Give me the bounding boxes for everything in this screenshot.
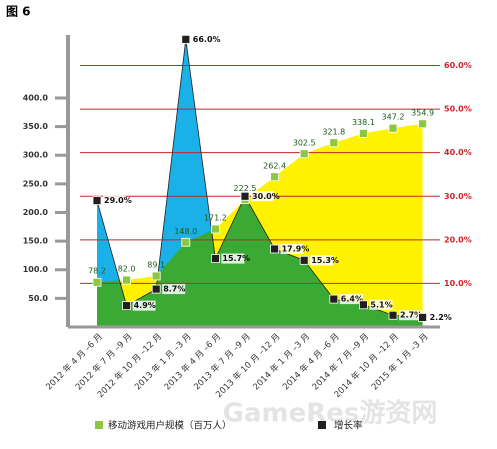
growth-label-bg (399, 310, 422, 321)
user-value-label: 354.9 (411, 108, 434, 117)
growth-label-bg (103, 195, 126, 206)
growth-marker (270, 244, 280, 254)
user-marker (299, 149, 309, 159)
growth-value-label: 29.0% (104, 196, 132, 205)
x-tick-label: 2013 年 4 月 –6 月 (162, 331, 223, 392)
y2-tick-label: 50.0% (444, 105, 472, 114)
x-tick-label: 2015 年 1 月 –3 月 (369, 331, 430, 392)
user-value-label: 82.0 (118, 265, 136, 274)
user-marker (151, 271, 161, 281)
growth-label-bg (428, 312, 452, 323)
overlap-area (97, 123, 423, 327)
user-marker (181, 237, 191, 247)
growth-line (96, 39, 423, 318)
growth-marker (210, 254, 220, 263)
user-value-label: 171.2 (204, 213, 227, 222)
user-value-label: 222.5 (234, 184, 257, 193)
x-tick-label: 2013 年 7 月 –9 月 (192, 331, 253, 392)
user-value-label: 338.1 (352, 118, 375, 127)
legend-label: 移动游戏用户规模（百万人） (108, 420, 232, 432)
user-marker (122, 275, 131, 285)
growth-marker (388, 310, 398, 320)
growth-value-label: 30.0% (252, 192, 280, 201)
legend-swatch (318, 421, 326, 429)
y2-tick-label: 20.0% (444, 235, 472, 244)
x-tick-label: 2013 年 1 月 –3 月 (132, 331, 193, 392)
growth-value-label: 66.0% (193, 35, 221, 44)
growth-label-bg (191, 34, 215, 45)
user-marker (210, 224, 220, 234)
user-marker (358, 129, 368, 138)
user-value-label: 148.0 (174, 227, 197, 236)
growth-label-bg (339, 294, 363, 305)
growth-label-bg (280, 243, 304, 254)
user-marker (92, 277, 102, 287)
chart-title: 图 6 (6, 5, 31, 19)
growth-value-label: 4.9% (134, 301, 156, 310)
user-value-label: 347.2 (382, 113, 405, 122)
x-tick-label: 2012 年 4 月 –6 月 (44, 331, 105, 392)
y-tick-label: 350.0 (23, 122, 49, 131)
y-tick-label: 50.0 (28, 294, 48, 303)
growth-marker (181, 34, 191, 44)
y2-tick-label: 30.0% (444, 192, 472, 201)
y2-tick-label: 60.0% (444, 61, 472, 70)
x-tick-label: 2012 年 7 月 –9 月 (73, 331, 134, 392)
watermark: GameRes游资网 (223, 399, 438, 429)
growth-label-bg (132, 300, 156, 311)
user-value-label: 302.5 (293, 138, 316, 147)
y-tick-label: 300.0 (23, 151, 49, 160)
growth-marker (299, 255, 309, 265)
growth-marker (122, 301, 131, 311)
x-tick-label: 2014 年 1 月 –3 月 (251, 331, 312, 392)
y-tick-label: 150.0 (23, 237, 49, 246)
user-value-label: 78.2 (88, 267, 106, 276)
x-tick-label: 2014 年 4 月 –6 月 (280, 331, 341, 392)
y2-tick-label: 10.0% (444, 279, 472, 288)
growth-marker (418, 313, 428, 322)
growth-label-bg (310, 255, 334, 266)
growth-marker (358, 300, 368, 310)
user-marker (418, 119, 428, 129)
growth-marker (92, 196, 102, 206)
legend-label: 增长率 (334, 420, 363, 432)
y-tick-label: 400.0 (23, 93, 49, 102)
user-value-label: 321.8 (322, 127, 345, 136)
y-tick-label: 250.0 (23, 179, 49, 188)
user-marker (329, 138, 339, 148)
growth-value-label: 15.3% (311, 256, 339, 265)
y2-tick-label: 40.0% (444, 148, 472, 157)
growth-marker (240, 191, 250, 201)
growth-marker (151, 284, 161, 294)
growth-value-label: 8.7% (163, 285, 185, 294)
growth-value-label: 2.7% (400, 311, 422, 320)
user-marker (270, 172, 280, 182)
y-tick-label: 100.0 (23, 265, 49, 274)
growth-value-label: 6.4% (341, 295, 363, 304)
x-tick-label: 2014 年 7 月 –9 月 (310, 331, 371, 392)
growth-label-bg (221, 253, 245, 264)
y-tick-label: 200.0 (23, 208, 49, 217)
growth-label-bg (251, 191, 274, 202)
user-marker (388, 123, 398, 133)
growth-label-bg (162, 284, 186, 295)
growth-marker (329, 294, 339, 304)
growth-value-label: 5.1% (370, 300, 392, 309)
user-value-label: 89.1 (147, 260, 165, 269)
legend-swatch (95, 421, 103, 429)
growth-label-bg (369, 299, 393, 310)
user-value-label: 262.4 (263, 161, 286, 170)
growth-value-label: 15.7% (222, 254, 250, 263)
growth-value-label: 17.9% (282, 244, 310, 253)
growth-value-label: 2.2% (430, 313, 452, 322)
